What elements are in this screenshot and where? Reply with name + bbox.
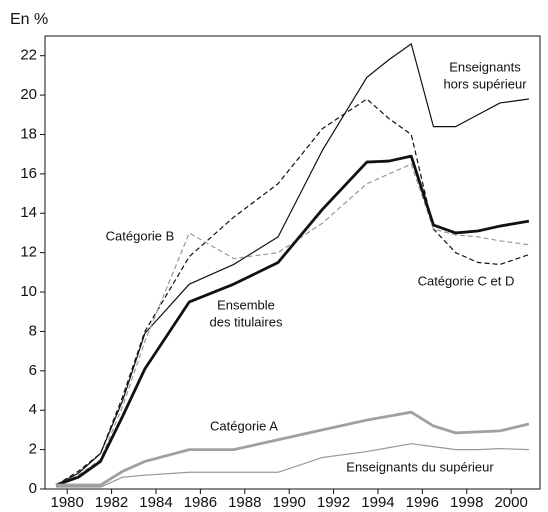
y-tick-label: 10 [20, 283, 37, 300]
x-tick-label: 1988 [228, 494, 261, 511]
x-tick-label: 2000 [494, 494, 527, 511]
plot-frame [44, 35, 541, 490]
x-tick-label: 1998 [450, 494, 483, 511]
series-line [55, 43, 529, 486]
series-label: hors supérieur [443, 76, 527, 91]
x-tick-label: 1982 [95, 494, 128, 511]
series-label: Enseignants du supérieur [346, 459, 494, 474]
series-line [55, 98, 530, 486]
series-label: Enseignants [449, 59, 521, 74]
series-line [56, 410, 530, 487]
x-tick-label: 1990 [272, 494, 305, 511]
series-line [55, 163, 529, 486]
y-tick-label: 16 [20, 165, 37, 182]
series-label: des titulaires [210, 314, 283, 329]
series-label: Ensemble [217, 297, 275, 312]
y-tick-label: 6 [29, 362, 37, 379]
y-tick-label: 0 [29, 480, 37, 497]
series-line [55, 154, 530, 487]
y-tick-label: 20 [20, 86, 37, 103]
series-label: Catégorie B [106, 228, 175, 243]
y-tick-label: 2 [29, 441, 37, 458]
y-tick-label: 22 [20, 47, 37, 64]
y-tick-label: 8 [29, 322, 37, 339]
series-line [56, 443, 529, 488]
y-tick-label: 12 [20, 244, 37, 261]
x-tick-label: 1986 [184, 494, 217, 511]
x-tick-label: 1994 [361, 494, 394, 511]
series-label: Catégorie C et D [418, 273, 515, 288]
y-tick-label: 18 [20, 125, 37, 142]
series-label: Catégorie A [210, 418, 278, 433]
x-tick-label: 1984 [139, 494, 172, 511]
x-tick-label: 1992 [317, 494, 350, 511]
y-tick-label: 14 [20, 204, 37, 221]
y-axis-label: En % [10, 11, 48, 28]
y-tick-label: 4 [29, 401, 37, 418]
x-tick-label: 1980 [51, 494, 84, 511]
x-tick-label: 1996 [406, 494, 439, 511]
